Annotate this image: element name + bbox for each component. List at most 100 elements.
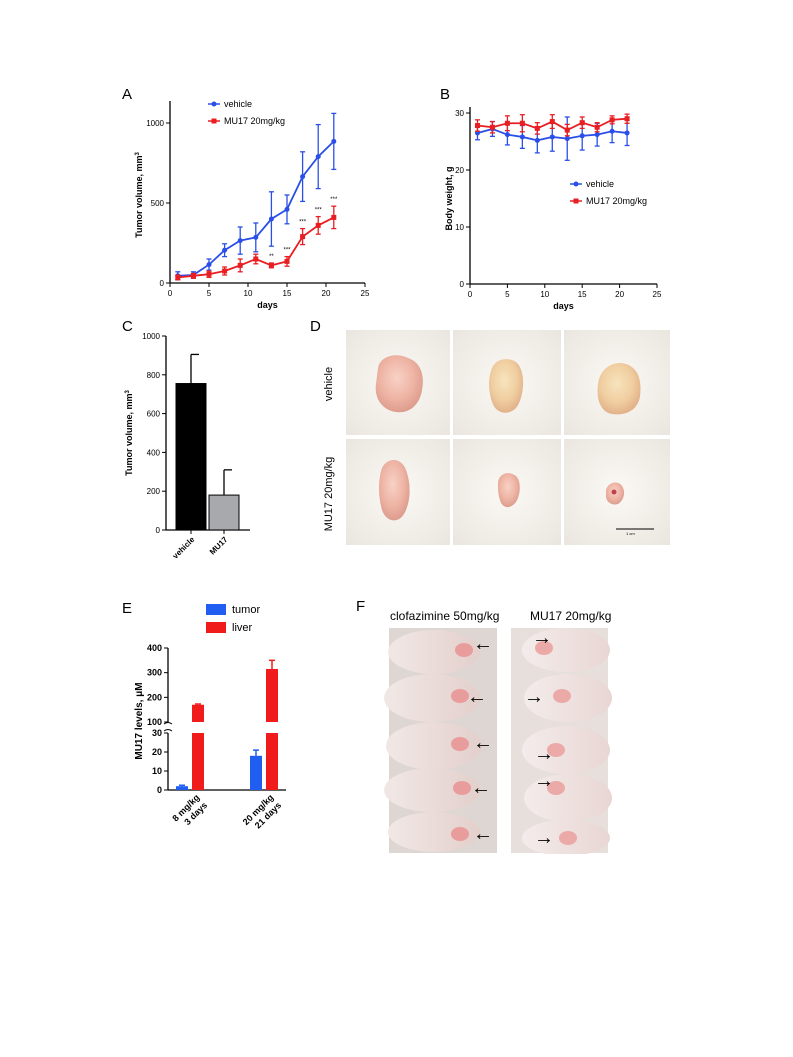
x-tick-label: 25: [653, 290, 662, 299]
data-point: [268, 262, 274, 268]
data-point: [222, 268, 228, 274]
panel-label-b: B: [440, 86, 451, 103]
data-point: [206, 262, 212, 268]
data-point: [315, 222, 321, 228]
panel-c: C 0 200 400 600 800 1000 Tumor volume, mm3 vehi…: [118, 318, 278, 578]
y-axis-label: Tumor volume, mm3: [134, 151, 144, 237]
panel-a: A 0 5 10 15 20 25 0 500 1000 days Tumor volume, mm…: [118, 86, 380, 316]
data-point: [331, 138, 337, 144]
panel-f: F clofazimine 50mg/kg MU17 20mg/kg: [356, 598, 616, 854]
panel-e: E 0 10 20 30 100 200 300 400 MU17 levels, μM tumo…: [118, 596, 298, 846]
arrow-right-1: →: [532, 627, 552, 649]
data-point: [300, 234, 306, 240]
y-axis-label: Tumor volume, mm3: [124, 389, 134, 475]
data-point: [534, 137, 540, 143]
x-tick-label: 20: [615, 290, 624, 299]
arrow-right-5: →: [534, 827, 554, 849]
data-point: [489, 124, 495, 130]
data-point: [549, 134, 555, 140]
bar: [192, 733, 204, 790]
data-point: [237, 262, 243, 268]
data-point: [609, 117, 615, 123]
y-tick-label: 0: [157, 785, 162, 795]
data-point: [284, 206, 290, 212]
data-point: [519, 120, 525, 126]
y-tick-label: 300: [147, 668, 162, 678]
data-point: [253, 256, 259, 262]
y-tick-label: 600: [147, 410, 161, 419]
legend-label: tumor: [232, 604, 260, 616]
arrow-right-3: →: [534, 743, 554, 765]
y-tick-label: 20: [152, 747, 162, 757]
panel-label-a: A: [122, 86, 133, 103]
y-tick-label: 800: [147, 371, 161, 380]
arrow-left-2: ←: [467, 686, 487, 708]
legend-marker: [211, 101, 217, 107]
data-point: [579, 120, 585, 126]
y-axis-label: Body weight, g: [444, 167, 454, 231]
y-tick-label: 0: [160, 279, 165, 288]
arrow-right-2: →: [524, 686, 544, 708]
data-point: [315, 154, 321, 160]
y-tick-label: 10: [152, 766, 162, 776]
data-point: [504, 120, 510, 126]
panel-label-f: F: [356, 598, 366, 615]
data-point: [519, 134, 525, 140]
bar: [208, 494, 240, 531]
data-point: [609, 128, 615, 134]
bar: [175, 383, 207, 531]
data-point: [549, 119, 555, 125]
data-point: [564, 136, 570, 142]
y-tick-label: 30: [455, 109, 464, 118]
panel-d: D vehicle MU17 20mg/kg: [310, 318, 670, 550]
legend-label: vehicle: [224, 99, 252, 109]
arrow-left-5: ←: [473, 823, 493, 845]
data-point: [331, 214, 337, 220]
legend-marker: [573, 181, 579, 187]
bar: [192, 704, 204, 722]
x-tick-label: 8 mg/kg3 days: [170, 792, 209, 831]
legend-swatch: [206, 604, 226, 615]
tumor-photo-grid: [346, 330, 670, 545]
legend-label: MU17 20mg/kg: [224, 116, 285, 126]
y-tick-label: 0: [156, 526, 161, 535]
x-tick-label: 20 mg/kg21 days: [241, 792, 283, 834]
photo-title-right: MU17 20mg/kg: [530, 609, 612, 623]
data-point: [300, 174, 306, 180]
data-point: [579, 133, 585, 139]
y-tick-label: 1000: [142, 332, 160, 341]
arrow-left-1: ←: [473, 633, 493, 655]
data-point: [222, 247, 228, 253]
data-point: [268, 216, 274, 222]
y-tick-label: 200: [147, 487, 161, 496]
legend-swatch: [206, 622, 226, 633]
arrow-left-3: ←: [473, 732, 493, 754]
data-point: [564, 127, 570, 133]
data-point: [594, 124, 600, 130]
significance-marker: **: [269, 254, 274, 260]
data-point: [190, 273, 196, 279]
legend-marker: [573, 198, 579, 204]
x-tick-label: 20: [322, 289, 331, 298]
x-axis-label: days: [257, 300, 278, 310]
tumor-vehicle-3: [597, 362, 641, 415]
tumor-vehicle-1: [375, 355, 423, 413]
y-tick-label: 500: [151, 199, 165, 208]
y-tick-label: 20: [455, 166, 464, 175]
panel-b: B 0 5 10 15 20 25 0 10 20 30 days Body weight, g veh…: [440, 86, 680, 316]
x-tick-label: 10: [244, 289, 253, 298]
legend-label: vehicle: [586, 179, 614, 189]
x-tick-label: vehicle: [171, 535, 197, 561]
panel-label-e: E: [122, 600, 133, 617]
y-tick-label: 100: [147, 717, 162, 727]
significance-marker: ***: [315, 208, 323, 214]
y-tick-label: 400: [147, 448, 161, 457]
y-tick-label: 400: [147, 643, 162, 653]
legend-marker: [211, 118, 217, 124]
significance-marker: ***: [330, 197, 338, 203]
y-tick-label: 30: [152, 728, 162, 738]
x-tick-label: 15: [283, 289, 292, 298]
data-point: [504, 132, 510, 138]
panel-label-d: D: [310, 318, 321, 335]
